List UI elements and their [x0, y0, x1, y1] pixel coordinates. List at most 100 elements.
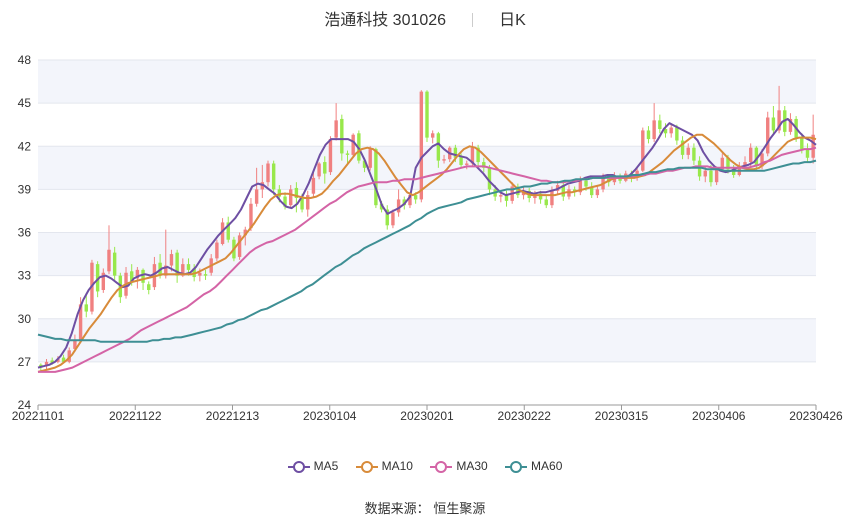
candle-body [300, 198, 304, 210]
candle-body [243, 229, 247, 236]
candle-body [317, 163, 321, 177]
chart-title: 浩通科技 301026 日K [0, 6, 850, 30]
candle-body [78, 304, 83, 341]
legend-item-ma30[interactable]: MA30 [430, 459, 488, 473]
candle-body [345, 153, 350, 155]
candle-body [788, 118, 793, 132]
x-tick-label: 20230315 [595, 409, 649, 423]
candle-body [198, 272, 202, 276]
legend-item-ma5[interactable]: MA5 [287, 459, 338, 473]
candle-body [578, 180, 583, 193]
grid-band [38, 318, 816, 362]
candle-body [112, 252, 117, 276]
candle-body [368, 149, 372, 168]
series-line-ma5 [37, 117, 817, 369]
x-tick-label: 20230406 [692, 409, 746, 423]
candle-body [709, 170, 713, 183]
candle-body [425, 91, 429, 138]
candle-body [328, 139, 333, 173]
candle-body [669, 127, 673, 134]
legend-swatch-ma30 [430, 460, 453, 473]
candle-body [561, 185, 565, 197]
candle-body [44, 361, 49, 367]
legend-label-ma10: MA10 [381, 458, 413, 473]
candle-body [516, 186, 520, 196]
candle-body [720, 157, 725, 170]
candle-body [141, 269, 145, 283]
candle-body [306, 195, 310, 210]
candle-body [595, 189, 600, 196]
grid-band [38, 232, 816, 276]
candle-body [379, 203, 384, 210]
candle-body [164, 265, 168, 276]
candle-body [277, 189, 282, 197]
y-tick-label: 36 [18, 226, 32, 240]
candle-body [266, 163, 270, 183]
candle-body [413, 195, 418, 200]
candle-body [686, 147, 690, 155]
candle-body [499, 195, 503, 197]
candle-body [129, 271, 134, 282]
period-label: 日K [499, 12, 526, 29]
x-tick-label: 20221122 [109, 409, 162, 423]
candle-body [226, 222, 230, 240]
stock-name-code: 浩通科技 301026 [324, 12, 447, 29]
candle-body [135, 269, 140, 279]
x-tick-label: 20221101 [12, 409, 65, 423]
candle-body [777, 110, 781, 131]
series-line-ma10 [37, 133, 817, 373]
candle-body [283, 196, 287, 207]
x-tick-label: 20230222 [498, 409, 552, 423]
legend-item-ma10[interactable]: MA10 [355, 458, 413, 473]
candle-body [402, 199, 406, 206]
candle-body [589, 186, 594, 196]
legend[interactable]: MA5 MA10 MA30 MA60 [0, 458, 850, 473]
candle-body [430, 133, 435, 138]
candle-body [760, 153, 764, 167]
candle-body [294, 187, 299, 198]
candle-body [237, 235, 242, 257]
legend-label-ma60: MA60 [531, 458, 563, 473]
legend-item-ma60[interactable]: MA60 [505, 459, 562, 473]
candle-body [811, 134, 815, 158]
candle-body [340, 118, 344, 154]
candle-body [334, 120, 338, 138]
candle-body [391, 212, 395, 226]
candle-body [203, 274, 208, 276]
candle-body [487, 167, 492, 190]
candle-body [766, 117, 770, 154]
candle-body [215, 242, 219, 259]
candle-body [436, 133, 441, 161]
candle-body [175, 252, 179, 276]
x-tick-label: 20230426 [789, 409, 843, 423]
candle-body [538, 193, 543, 200]
x-tick-label: 20230201 [400, 409, 454, 423]
candle-body [743, 162, 747, 167]
candle-body [67, 350, 71, 362]
y-tick-label: 39 [18, 182, 32, 196]
y-tick-label: 42 [18, 139, 32, 153]
candle-body [220, 222, 225, 244]
candle-body [374, 149, 378, 206]
x-tick-label: 20230104 [303, 409, 357, 423]
candle-body [84, 304, 88, 312]
candle-body [169, 254, 174, 266]
candle-body [95, 264, 100, 292]
candle-body [459, 156, 463, 165]
candle-body [482, 162, 486, 168]
candle-body [748, 147, 753, 163]
candle-body [56, 359, 60, 362]
candle-body [442, 159, 446, 161]
y-tick-label: 33 [18, 269, 32, 283]
candle-body [550, 190, 554, 206]
candle-body [147, 284, 151, 290]
candle-body [289, 189, 293, 206]
y-tick-label: 24 [18, 398, 32, 412]
candle-body [663, 129, 668, 134]
candle-body [470, 147, 475, 164]
legend-swatch-ma5 [287, 460, 310, 473]
series-line-ma60 [37, 159, 817, 343]
candle-body [419, 91, 424, 200]
candle-body [465, 163, 469, 165]
